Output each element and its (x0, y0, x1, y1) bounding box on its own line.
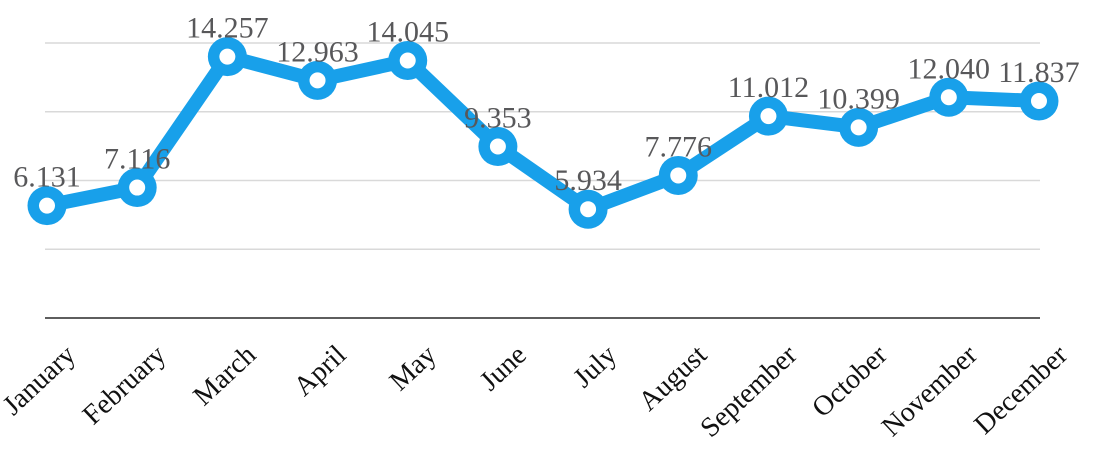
x-label-march: March (188, 339, 263, 412)
x-label-february: February (77, 339, 172, 431)
data-point-center-august (670, 167, 687, 184)
x-label-october: October (806, 339, 894, 424)
data-point-center-february (129, 179, 146, 196)
data-label-march: 14.257 (186, 12, 269, 45)
x-label-january: January (0, 339, 82, 421)
data-point-center-january (39, 197, 55, 214)
data-label-december: 11.837 (998, 56, 1079, 89)
data-point-center-september (760, 108, 777, 125)
data-label-july: 5.934 (554, 164, 622, 197)
data-label-october: 10.399 (817, 82, 900, 115)
x-label-december: December (968, 339, 1074, 441)
data-label-april: 12.963 (276, 35, 359, 68)
data-point-center-april (309, 72, 326, 89)
data-point-center-july (580, 201, 597, 218)
data-point-center-november (940, 89, 957, 106)
series-line (40, 49, 1046, 217)
data-point-center-october (850, 119, 867, 136)
data-label-september: 11.012 (728, 71, 809, 104)
x-label-august: August (633, 339, 713, 417)
data-point-center-december (1030, 92, 1047, 109)
data-label-january: 6.131 (13, 161, 81, 194)
x-label-april: April (288, 339, 353, 402)
data-label-june: 9.353 (464, 102, 532, 135)
x-label-july: July (568, 339, 623, 394)
data-label-may: 14.045 (366, 16, 449, 49)
data-label-august: 7.776 (645, 130, 713, 163)
data-point-center-june (489, 138, 506, 155)
data-label-february: 7.116 (104, 143, 170, 176)
x-label-june: June (474, 339, 533, 397)
data-point-center-may (399, 52, 416, 69)
x-label-september: September (694, 339, 803, 444)
x-label-may: May (384, 339, 443, 397)
data-point-center-march (219, 48, 236, 65)
x-label-november: November (876, 339, 984, 443)
data-label-november: 12.040 (908, 52, 991, 85)
